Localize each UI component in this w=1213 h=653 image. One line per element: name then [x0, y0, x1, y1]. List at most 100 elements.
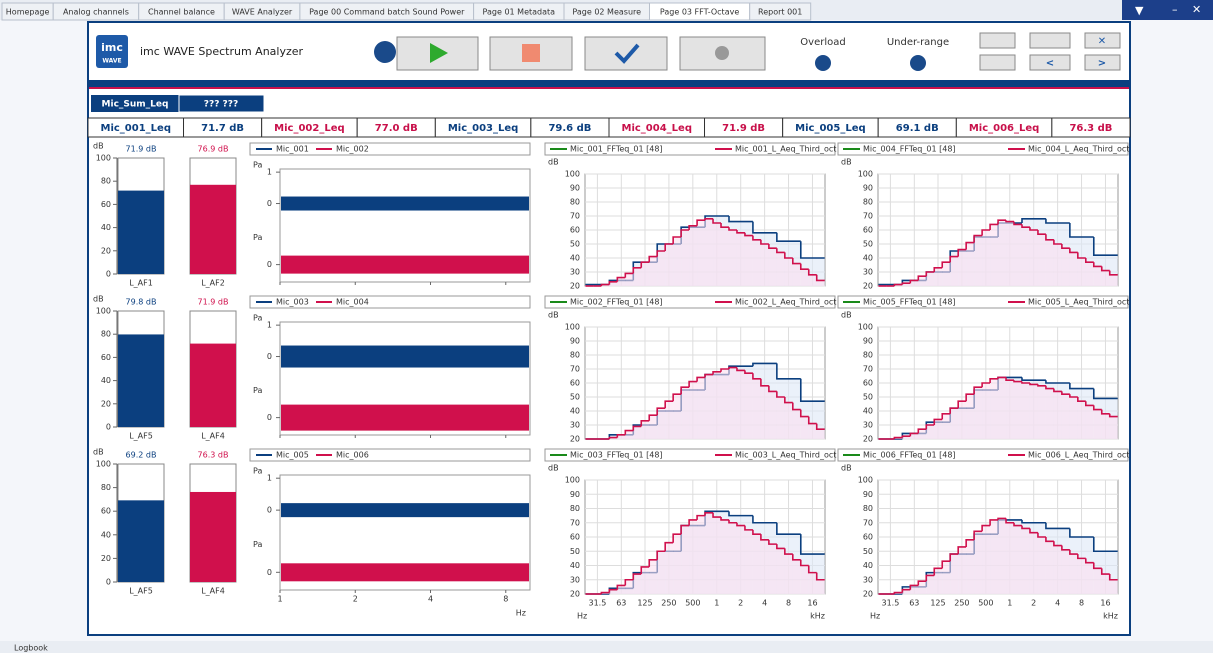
leq-value: 69.1 dB [896, 123, 939, 134]
meter-unit: dB [93, 448, 104, 457]
spectrum-x-tick-label: 63 [616, 599, 626, 608]
third-octave-step [1092, 405, 1102, 411]
legend-label: Mic_004_FFTeq_01 [48] [863, 145, 956, 154]
leq-name: Mic_002_Leq [274, 123, 345, 134]
third-octave-fill [689, 519, 698, 594]
open-button[interactable] [1029, 32, 1071, 49]
third-octave-step [981, 229, 991, 236]
next-button[interactable] [1084, 54, 1121, 71]
third-octave-step [1077, 554, 1086, 560]
tab-label[interactable]: Channel balance [148, 8, 215, 17]
tab-label[interactable]: Report 001 [758, 8, 802, 17]
third-octave-fill [649, 559, 658, 594]
octave-step [1092, 537, 1118, 553]
spectrum-unit: dB [548, 158, 559, 167]
third-octave-fill [617, 585, 626, 594]
leq-value: 71.7 dB [201, 123, 244, 134]
third-octave-fill [934, 419, 943, 439]
tab-label[interactable]: Page 00 Command batch Sound Power [309, 8, 465, 17]
spectrum-tick-label: 50 [863, 393, 873, 402]
third-octave-fill [1069, 554, 1078, 594]
sum-value: ??? ??? [204, 100, 238, 110]
third-octave-step [1053, 541, 1062, 547]
meter-tick-label: 20 [101, 399, 111, 408]
meter-tick-label: 0 [106, 578, 111, 587]
save-button[interactable] [979, 32, 1016, 49]
third-octave-fill [673, 237, 682, 286]
save-as-button[interactable] [979, 54, 1016, 71]
third-octave-step [925, 574, 935, 582]
third-octave-fill [942, 561, 951, 594]
octave-step [1045, 380, 1070, 384]
third-octave-step [949, 255, 959, 263]
spectrum-x-tick-label: 4 [762, 599, 767, 608]
third-octave-fill [689, 381, 698, 439]
close-button[interactable] [1084, 32, 1121, 49]
third-octave-fill [1053, 545, 1062, 594]
sum-name: Mic_Sum_Leq [102, 100, 169, 110]
third-octave-step [680, 386, 690, 395]
third-octave-fill [998, 377, 1007, 439]
meter-name: L_AF5 [129, 587, 153, 596]
close-icon[interactable]: ✕ [1192, 3, 1201, 16]
close-icon: ✕ [1098, 36, 1106, 47]
third-octave-step [1037, 532, 1046, 538]
time-tick-label: 1 [267, 474, 272, 483]
dropdown-icon[interactable]: ▼ [1135, 4, 1144, 17]
third-octave-fill [728, 367, 737, 439]
third-octave-fill [974, 387, 983, 439]
confirm-button[interactable] [584, 36, 668, 71]
leq-value: 79.6 dB [548, 123, 591, 134]
third-octave-fill [705, 218, 714, 286]
tab-label[interactable]: Analog channels [63, 8, 129, 17]
third-octave-step [744, 370, 753, 374]
gear-icon [715, 46, 729, 60]
meter-value-label: 71.9 dB [126, 145, 157, 154]
third-octave-step [696, 376, 706, 382]
third-octave-fill [689, 225, 698, 286]
third-octave-step [1013, 522, 1022, 527]
third-octave-step [600, 591, 610, 594]
third-octave-fill [721, 227, 729, 286]
third-octave-fill [958, 546, 967, 594]
octave-step [1069, 383, 1094, 390]
spectrum-tick-label: 40 [863, 561, 873, 570]
spectrum-x-tick-label: 500 [685, 599, 700, 608]
spectrum-unit: dB [548, 311, 559, 320]
third-octave-fill [1006, 221, 1015, 286]
third-octave-fill [1069, 252, 1078, 286]
stop-button[interactable] [489, 36, 573, 71]
third-octave-step [616, 434, 626, 438]
minimize-icon[interactable]: – [1172, 3, 1178, 16]
third-octave-step [1108, 270, 1118, 276]
tab-label[interactable]: Page 02 Measure [572, 8, 641, 17]
tab[interactable] [749, 2, 812, 21]
spectrum-x-tick-label: 250 [661, 599, 676, 608]
third-octave-fill [966, 539, 975, 594]
spectrum-tick-label: 70 [863, 518, 873, 527]
tab-label[interactable]: WAVE Analyzer [232, 8, 293, 17]
logo-top: imc [101, 41, 123, 54]
spectrum-tick-label: 80 [863, 351, 873, 360]
tab-label[interactable]: Homepage [6, 8, 50, 17]
tab-label[interactable]: Page 03 FFT-Octave [660, 8, 739, 17]
third-octave-step [1013, 380, 1022, 383]
third-octave-fill [768, 248, 777, 286]
third-octave-fill [902, 436, 911, 439]
spectrum-tick-label: 30 [570, 268, 580, 277]
octave-step [728, 216, 753, 223]
third-octave-fill [776, 548, 785, 594]
tab-label[interactable]: Page 01 Metadata [483, 8, 556, 17]
third-octave-fill [792, 559, 801, 594]
third-octave-step [1045, 234, 1054, 241]
spectrum-legend [837, 295, 1129, 309]
previous-button[interactable] [1029, 54, 1071, 71]
third-octave-fill [697, 377, 706, 439]
footer-logbook[interactable]: Logbook [14, 644, 48, 653]
legend-label: Mic_003_FFTeq_01 [48] [570, 451, 663, 460]
third-octave-fill [625, 430, 634, 439]
spectrum-tick-label: 90 [570, 490, 580, 499]
third-octave-fill [1006, 380, 1015, 439]
time-tick-label: 0 [267, 199, 272, 208]
